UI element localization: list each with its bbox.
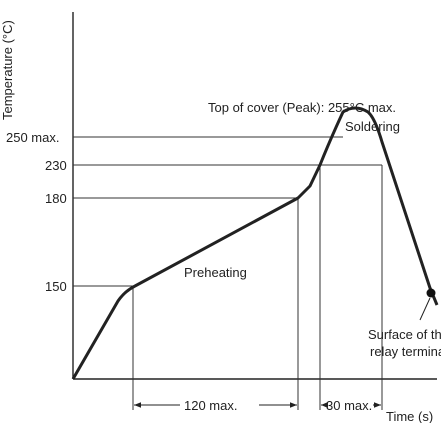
tick-250: 250 max. bbox=[6, 130, 59, 145]
preheat-duration-label: 120 max. bbox=[184, 398, 237, 413]
preheating-label: Preheating bbox=[184, 265, 247, 280]
tick-180: 180 bbox=[45, 191, 67, 206]
tick-150: 150 bbox=[45, 279, 67, 294]
terminal-leader-line bbox=[419, 297, 431, 321]
terminal-point-marker bbox=[426, 288, 436, 298]
x-axis-title: Time (s) bbox=[386, 409, 433, 423]
temperature-profile-curve bbox=[71, 106, 439, 380]
peak-annotation: Top of cover (Peak): 255°C max. bbox=[208, 100, 396, 115]
soldering-duration-label: 30 max. bbox=[326, 398, 372, 413]
soldering-arrowhead-left bbox=[321, 402, 328, 408]
tick-230: 230 bbox=[45, 158, 67, 173]
y-axis-title: Temperature (°C) bbox=[0, 20, 15, 120]
soldering-label: Soldering bbox=[345, 119, 400, 134]
surface-label-line1: Surface of the bbox=[368, 327, 441, 342]
surface-label-line2: relay terminal bbox=[370, 344, 441, 359]
